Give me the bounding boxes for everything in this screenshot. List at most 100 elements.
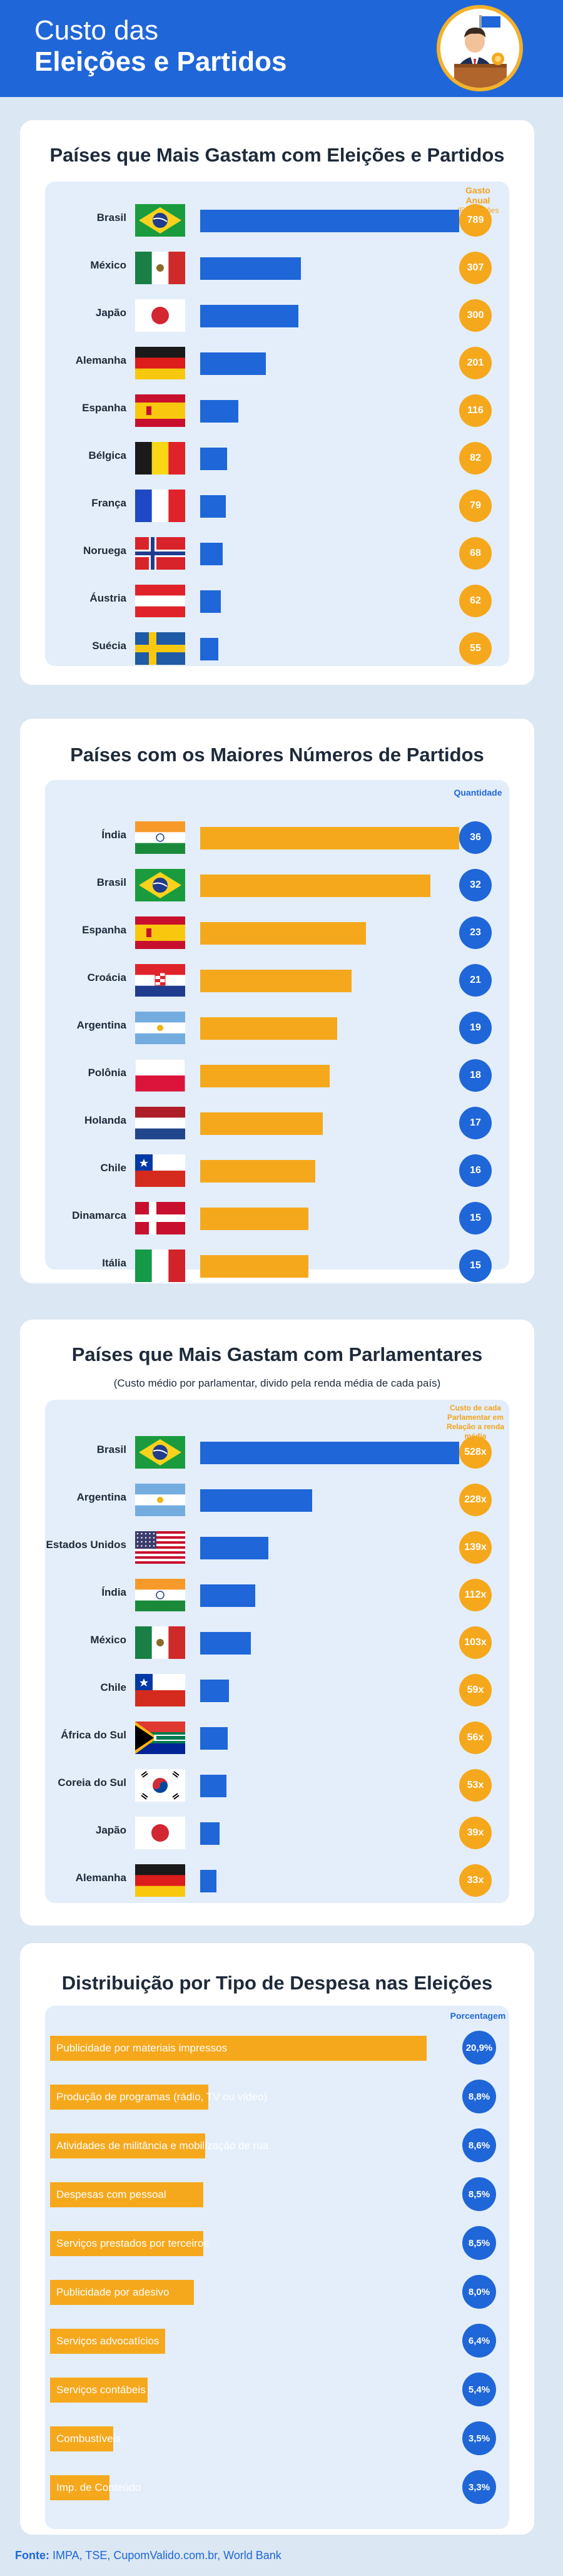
column-header-label: Gasto Anual	[465, 185, 490, 205]
country-label: Espanha	[82, 923, 126, 936]
country-label: Dinamarca	[72, 1209, 126, 1221]
country-label: Itália	[102, 1256, 126, 1269]
data-bar	[200, 590, 221, 613]
poland-flag-icon	[135, 1059, 185, 1092]
value-badge: 21	[459, 964, 492, 997]
data-bar: Serviços prestados por terceiros	[50, 2231, 209, 2256]
argentina-flag-icon	[135, 1012, 185, 1044]
value-badge: 8,8%	[462, 2080, 496, 2113]
value-badge: 5,4%	[462, 2373, 496, 2406]
value-badge: 300	[459, 299, 492, 332]
data-bar: Serviços advocatícios	[50, 2329, 165, 2354]
data-bar: Combustíveis	[50, 2426, 121, 2451]
country-label: México	[90, 259, 126, 271]
value-badge: 112x	[459, 1579, 492, 1611]
value-badge: 32	[459, 869, 492, 901]
country-label: Japão	[95, 306, 126, 319]
data-bar: Atividades de militância e mobilização d…	[50, 2133, 268, 2158]
value-badge: 139x	[459, 1531, 492, 1564]
chart-row: Áustria 62	[45, 576, 509, 620]
country-label: Argentina	[76, 1019, 126, 1031]
expense-label: Combustíveis	[56, 2433, 121, 2445]
header-banner: Custo das Eleições e Partidos	[0, 0, 563, 97]
mexico-flag-icon	[135, 1626, 185, 1659]
expense-label: Despesas com pessoal	[56, 2189, 166, 2200]
netherlands-flag-icon	[135, 1107, 185, 1139]
value-badge: 79	[459, 490, 492, 522]
value-badge: 16	[459, 1154, 492, 1187]
data-bar	[200, 970, 352, 992]
section-election-spending: Países que Mais Gastam com Eleições e Pa…	[20, 120, 534, 685]
expense-row: Produção de programas (rádio, TV ou víde…	[45, 2068, 509, 2117]
section-title: Países com os Maiores Números de Partido…	[70, 744, 484, 766]
title-line-2: Eleições e Partidos	[34, 46, 287, 77]
section-title: Distribuição por Tipo de Despesa nas Ele…	[61, 1972, 493, 1994]
brazil-flag-icon	[135, 869, 185, 901]
chart-panel: Porcentagem Publicidade por materiais im…	[45, 2006, 509, 2529]
south-africa-flag-icon	[135, 1722, 185, 1754]
expense-label: Publicidade por materiais impressos	[56, 2042, 228, 2054]
chart-row: Brasil 32	[45, 860, 509, 904]
data-bar: Publicidade por adesivo	[50, 2280, 194, 2305]
data-bar: Produção de programas (rádio, TV ou víde…	[50, 2085, 267, 2110]
chart-row: Itália 15	[45, 1241, 509, 1285]
value-badge: 8,5%	[462, 2226, 496, 2260]
expense-label: Imp. de Conteúdo	[56, 2481, 141, 2493]
france-flag-icon	[135, 490, 185, 522]
expense-label: Atividades de militância e mobilização d…	[56, 2140, 269, 2152]
country-label: Espanha	[82, 401, 126, 414]
value-badge: 59x	[459, 1674, 492, 1706]
chart-panel: Quantidade Índia 36 Brasil 32 Espanha 23 Croác…	[45, 780, 509, 1282]
data-bar	[200, 1584, 255, 1607]
chart-row: Suécia 55	[45, 623, 509, 667]
country-label: Chile	[100, 1681, 126, 1693]
chart-panel: Custo de cada Parlamentar em Relação a r…	[45, 1400, 509, 1903]
expense-label: Serviços prestados por terceiros	[56, 2237, 209, 2249]
india-flag-icon	[135, 1579, 185, 1611]
country-label: Brasil	[96, 876, 126, 888]
value-badge: 103x	[459, 1626, 492, 1659]
country-label: Suécia	[92, 639, 126, 652]
data-bar	[200, 1208, 308, 1230]
denmark-flag-icon	[135, 1202, 185, 1234]
data-bar	[200, 1160, 315, 1183]
value-badge: 116	[459, 394, 492, 427]
value-badge: 53x	[459, 1769, 492, 1802]
chart-row: Holanda 17	[45, 1098, 509, 1142]
footer-text: IMPA, TSE, CupomValido.com.br, World Ban…	[53, 2549, 282, 2562]
value-badge: 56x	[459, 1722, 492, 1754]
footer-source: Fonte: IMPA, TSE, CupomValido.com.br, Wo…	[15, 2549, 282, 2562]
chart-row: Brasil 789	[45, 195, 509, 239]
italy-flag-icon	[135, 1250, 185, 1282]
value-badge: 6,4%	[462, 2324, 496, 2358]
value-badge: 15	[459, 1250, 492, 1282]
expense-label: Publicidade por adesivo	[56, 2286, 170, 2298]
data-bar	[200, 1822, 220, 1845]
data-bar	[200, 1775, 226, 1797]
country-label: Brasil	[96, 1443, 126, 1455]
brazil-flag-icon	[135, 1436, 185, 1469]
expense-row: Atividades de militância e mobilização d…	[45, 2117, 509, 2166]
expense-row: Serviços contábeis 5,4%	[45, 2361, 509, 2410]
data-bar	[200, 1537, 268, 1559]
south-korea-flag-icon	[135, 1769, 185, 1802]
chart-row: Brasil 528x	[45, 1427, 509, 1471]
politician-avatar-icon	[437, 5, 523, 91]
title-line-1: Custo das	[34, 15, 159, 46]
country-label: Chile	[100, 1161, 126, 1174]
chart-row: Espanha 116	[45, 386, 509, 429]
country-label: Brasil	[96, 211, 126, 223]
value-badge: 15	[459, 1202, 492, 1234]
germany-flag-icon	[135, 1864, 185, 1897]
value-badge: 789	[459, 204, 492, 237]
country-label: Polônia	[88, 1066, 126, 1079]
argentina-flag-icon	[135, 1484, 185, 1516]
data-bar	[200, 1255, 308, 1278]
data-bar	[200, 1017, 337, 1040]
expense-row: Combustíveis 3,5%	[45, 2410, 509, 2459]
data-bar: Publicidade por materiais impressos	[50, 2036, 427, 2061]
chart-row: África do Sul 56x	[45, 1713, 509, 1757]
india-flag-icon	[135, 821, 185, 854]
value-badge: 8,5%	[462, 2177, 496, 2211]
chart-panel: Gasto Anual (Em milhões de U$) Brasil789…	[45, 182, 509, 666]
